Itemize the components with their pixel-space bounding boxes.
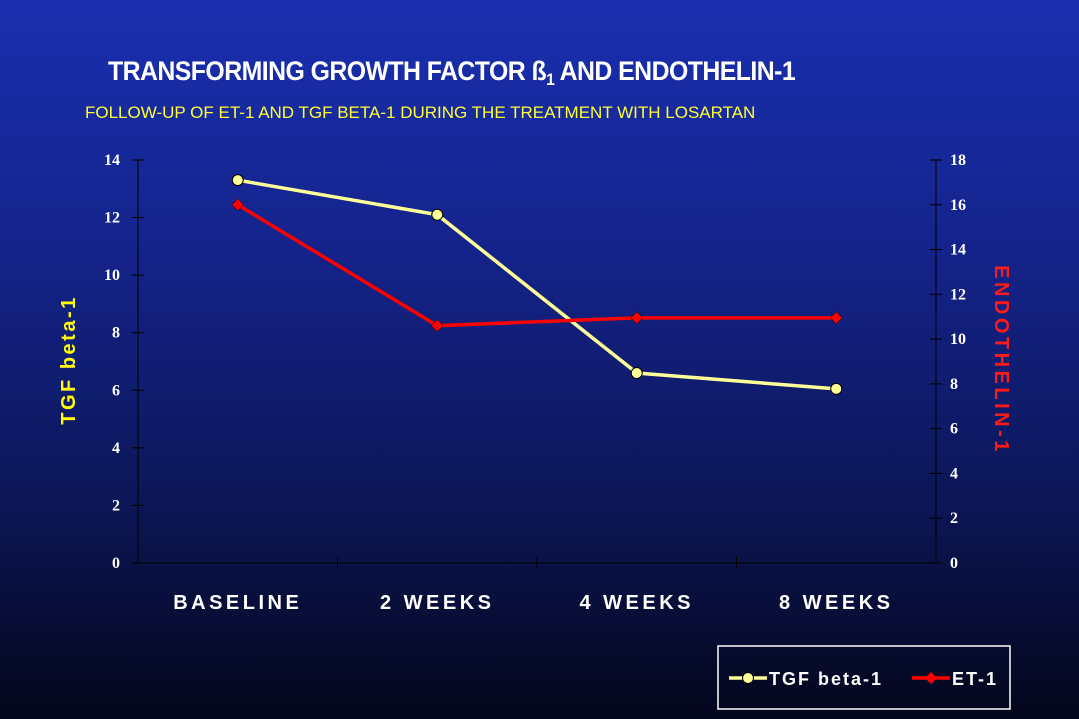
chart-title-subscript: 1 — [546, 70, 555, 89]
data-point-tgf-beta-1 — [830, 382, 843, 395]
left-axis-title: TGF beta-1 — [58, 295, 80, 424]
right-axis-title: ENDOTHELIN-1 — [990, 265, 1012, 455]
right-axis-tick-label: 14 — [950, 242, 966, 259]
legend-label-tgf-beta-1: TGF beta-1 — [769, 669, 883, 689]
legend-label-et-1: ET-1 — [952, 669, 998, 689]
left-axis-tick-label: 10 — [104, 267, 120, 284]
chart-title-main: TRANSFORMING GROWTH FACTOR ß — [108, 56, 547, 86]
x-axis-category-label: 8 WEEKS — [779, 592, 894, 614]
x-axis-category-label: 2 WEEKS — [380, 592, 495, 614]
x-axis-category-label: 4 WEEKS — [579, 592, 694, 614]
legend-box — [717, 645, 1011, 710]
legend-marker-et-1 — [925, 672, 937, 684]
right-axis-tick-label: 0 — [950, 555, 958, 572]
left-axis-tick-label: 0 — [112, 555, 120, 572]
left-axis-tick-label: 2 — [112, 497, 120, 514]
x-axis-category-label: BASELINE — [173, 592, 302, 614]
data-point-tgf-beta-1 — [630, 367, 643, 380]
right-axis-tick-label: 6 — [950, 421, 958, 438]
right-axis-tick-label: 12 — [950, 286, 966, 303]
chart-title-tail: AND ENDOTHELIN-1 — [554, 56, 796, 86]
series-line-et-1 — [236, 203, 837, 328]
left-axis-tick-label: 8 — [112, 325, 120, 342]
data-point-et-1 — [231, 198, 245, 212]
data-point-tgf-beta-1 — [231, 174, 244, 187]
left-axis-tick-label: 14 — [104, 152, 120, 169]
right-axis-tick-label: 2 — [950, 510, 958, 527]
right-axis-tick-label: 16 — [950, 197, 966, 214]
chart-title: TRANSFORMING GROWTH FACTOR ß1 AND ENDOTH… — [108, 56, 796, 90]
left-axis-tick-label: 4 — [112, 440, 120, 457]
right-axis-tick-label: 18 — [950, 152, 966, 169]
legend-marker-tgf-beta-1 — [742, 672, 754, 684]
right-axis-tick-label: 8 — [950, 376, 958, 393]
series-line-tgf-beta-1 — [237, 178, 837, 391]
chart-subtitle: FOLLOW-UP OF ET-1 AND TGF BETA-1 DURING … — [85, 103, 756, 122]
right-axis-tick-label: 4 — [950, 465, 958, 482]
data-point-et-1 — [829, 311, 843, 325]
right-axis-tick-label: 10 — [950, 331, 966, 348]
data-point-tgf-beta-1 — [431, 208, 444, 221]
data-point-et-1 — [630, 311, 644, 325]
left-axis-tick-label: 12 — [104, 210, 120, 227]
data-point-et-1 — [430, 319, 444, 333]
left-axis-tick-label: 6 — [112, 382, 120, 399]
